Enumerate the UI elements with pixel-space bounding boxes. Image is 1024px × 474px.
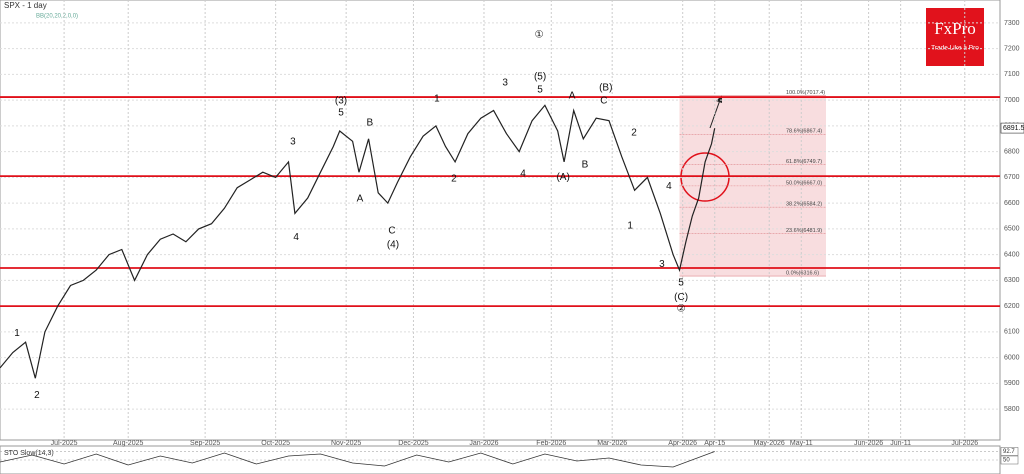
x-tick-label: Apr-15 bbox=[704, 440, 725, 447]
x-tick-label: Jun-2026 bbox=[854, 440, 883, 447]
y-tick-label: 6500 bbox=[1004, 226, 1020, 233]
fib-label: 100.0%(7017.4) bbox=[786, 90, 825, 96]
wave-label: ② bbox=[677, 304, 686, 315]
wave-label: C bbox=[388, 226, 395, 237]
wave-label: (5) bbox=[534, 72, 546, 83]
y-tick-label: 6400 bbox=[1004, 251, 1020, 258]
osc-tag bbox=[1000, 455, 1019, 465]
wave-label: (4) bbox=[387, 240, 399, 251]
y-tick-label: 5900 bbox=[1004, 380, 1020, 387]
x-tick-label: Aug-2025 bbox=[113, 440, 143, 447]
wave-label: 3 bbox=[659, 259, 665, 270]
wave-label: 1 bbox=[14, 328, 20, 339]
wave-label: A bbox=[569, 91, 576, 102]
wave-label: 3 bbox=[290, 137, 296, 148]
chart-title: SPX - 1 day bbox=[4, 1, 47, 10]
arrow bbox=[709, 99, 721, 129]
wave-label: ① bbox=[535, 30, 544, 41]
price-tag bbox=[1000, 122, 1024, 134]
x-tick-label: May-2026 bbox=[754, 440, 785, 447]
x-tick-label: Jan-2026 bbox=[469, 440, 498, 447]
wave-label: 2 bbox=[34, 390, 40, 401]
x-tick-label: Sep-2025 bbox=[190, 440, 220, 447]
wave-label: A bbox=[357, 194, 364, 205]
wave-label: 5 bbox=[678, 278, 684, 289]
y-tick-label: 6100 bbox=[1004, 329, 1020, 336]
x-tick-label: Jul-2025 bbox=[51, 440, 78, 447]
subtitle: BB(20,20,2,0,0) bbox=[36, 14, 78, 20]
wave-label: 4 bbox=[520, 169, 526, 180]
wave-label: C bbox=[600, 96, 607, 107]
y-tick-label: 7300 bbox=[1004, 20, 1020, 27]
x-tick-label: Mar-2026 bbox=[597, 440, 627, 447]
osc-tick-label: 50 bbox=[1003, 458, 1010, 464]
x-tick-label: Jul-2026 bbox=[951, 440, 978, 447]
x-tick-label: Oct-2025 bbox=[261, 440, 290, 447]
plot-frame bbox=[0, 0, 1001, 441]
wave-label: B bbox=[582, 160, 589, 171]
x-tick-label: Jun-11 bbox=[890, 440, 911, 447]
y-tick-label: 7100 bbox=[1004, 71, 1020, 78]
y-tick-label: 6800 bbox=[1004, 148, 1020, 155]
wave-label: (B) bbox=[599, 83, 612, 94]
y-tick-label: 6600 bbox=[1004, 200, 1020, 207]
x-tick-label: Apr-2026 bbox=[668, 440, 697, 447]
fib-label: 23.6%(6481.9) bbox=[786, 228, 822, 234]
wave-label: B bbox=[367, 118, 374, 129]
wave-label: 2 bbox=[631, 128, 637, 139]
y-tick-label: 6300 bbox=[1004, 277, 1020, 284]
wave-label: 2 bbox=[451, 174, 457, 185]
tagline: Trade Like a Pro bbox=[931, 45, 979, 52]
oscillator-line bbox=[0, 451, 715, 468]
y-tick-label: 6700 bbox=[1004, 174, 1020, 181]
wave-label: 3 bbox=[502, 78, 508, 89]
x-tick-label: Feb-2026 bbox=[536, 440, 566, 447]
wave-label: 4 bbox=[666, 181, 672, 192]
wave-label: (C) bbox=[674, 292, 688, 303]
y-tick-label: 7000 bbox=[1004, 97, 1020, 104]
osc-tick-label: 92.7 bbox=[1003, 449, 1015, 455]
wave-label: 5 bbox=[537, 84, 543, 95]
osc-tag bbox=[1000, 447, 1019, 456]
wave-label: 1 bbox=[434, 94, 440, 105]
price-tag-label: 6891.5 bbox=[1003, 125, 1024, 132]
price-line bbox=[0, 104, 716, 379]
fib-label: 38.2%(6584.2) bbox=[786, 202, 822, 208]
fib-label: 50.0%(6667.0) bbox=[786, 180, 822, 186]
oscillator-label: STO Slow(14,3) bbox=[4, 450, 54, 457]
x-tick-label: May-11 bbox=[790, 440, 813, 447]
y-tick-label: 6000 bbox=[1004, 354, 1020, 361]
y-tick-label: 6200 bbox=[1004, 303, 1020, 310]
y-tick-label: 5800 bbox=[1004, 406, 1020, 413]
logo: FxPro bbox=[934, 19, 976, 38]
y-tick-label: 7200 bbox=[1004, 46, 1020, 53]
wave-label: 5 bbox=[338, 108, 344, 119]
fib-label: 78.6%(6867.4) bbox=[786, 129, 822, 135]
wave-label: 4 bbox=[293, 232, 299, 243]
fib-label: 61.8%(6749.7) bbox=[786, 159, 822, 165]
x-tick-label: Dec-2025 bbox=[398, 440, 428, 447]
wave-label: 1 bbox=[627, 221, 633, 232]
wave-label: (3) bbox=[335, 96, 347, 107]
logo-box bbox=[926, 8, 984, 66]
wave-label: (A) bbox=[556, 172, 569, 183]
fib-label: 0.0%(6316.6) bbox=[786, 271, 819, 277]
x-tick-label: Nov-2025 bbox=[331, 440, 361, 447]
